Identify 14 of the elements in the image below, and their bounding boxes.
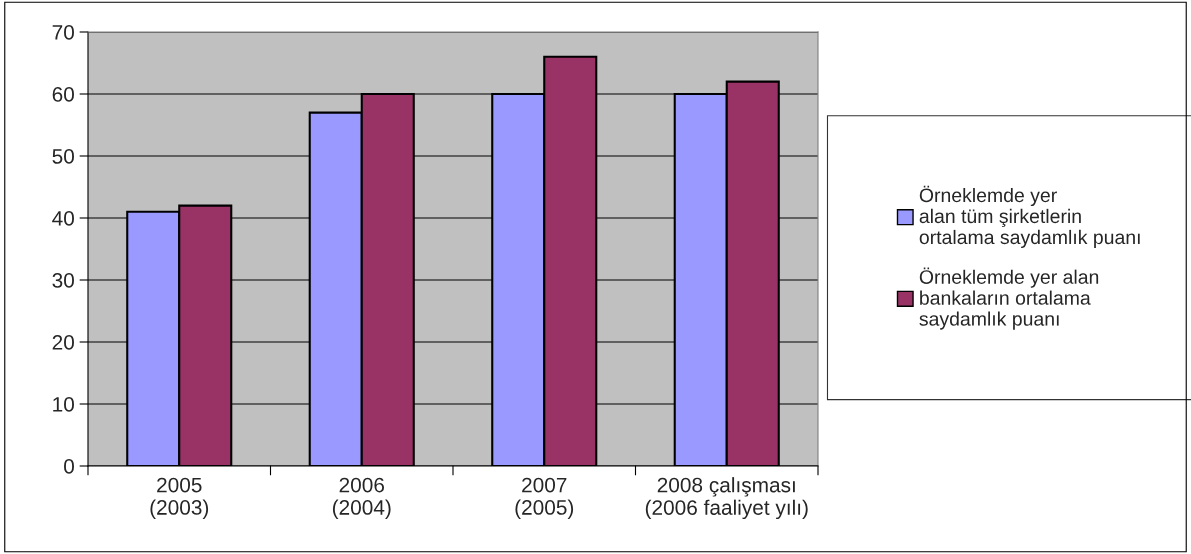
y-tick-label: 60 [52, 87, 74, 102]
x-tick-label: 2005 (2003) [150, 477, 209, 519]
legend-label: Örneklemde yer alan bankaların ortalama saydamlık puanı [919, 267, 1099, 330]
y-tick-label: 70 [52, 25, 74, 40]
y-tick-label: 0 [64, 459, 74, 474]
x-tick-label: 2006 (2004) [332, 477, 391, 519]
legend-label: Örneklemde yer alan tüm şirketlerin ortalama saydamlık puanı [919, 185, 1140, 248]
y-tick-label: 50 [52, 149, 74, 164]
x-tick-label: 2007 (2005) [515, 477, 574, 519]
y-tick-label: 30 [52, 273, 74, 288]
y-tick-label: 10 [53, 397, 74, 412]
y-tick-label: 20 [52, 335, 74, 350]
x-tick-label: 2008 çalışması (2006 faaliyet yılı) [645, 477, 808, 520]
y-tick-label: 40 [52, 211, 74, 226]
